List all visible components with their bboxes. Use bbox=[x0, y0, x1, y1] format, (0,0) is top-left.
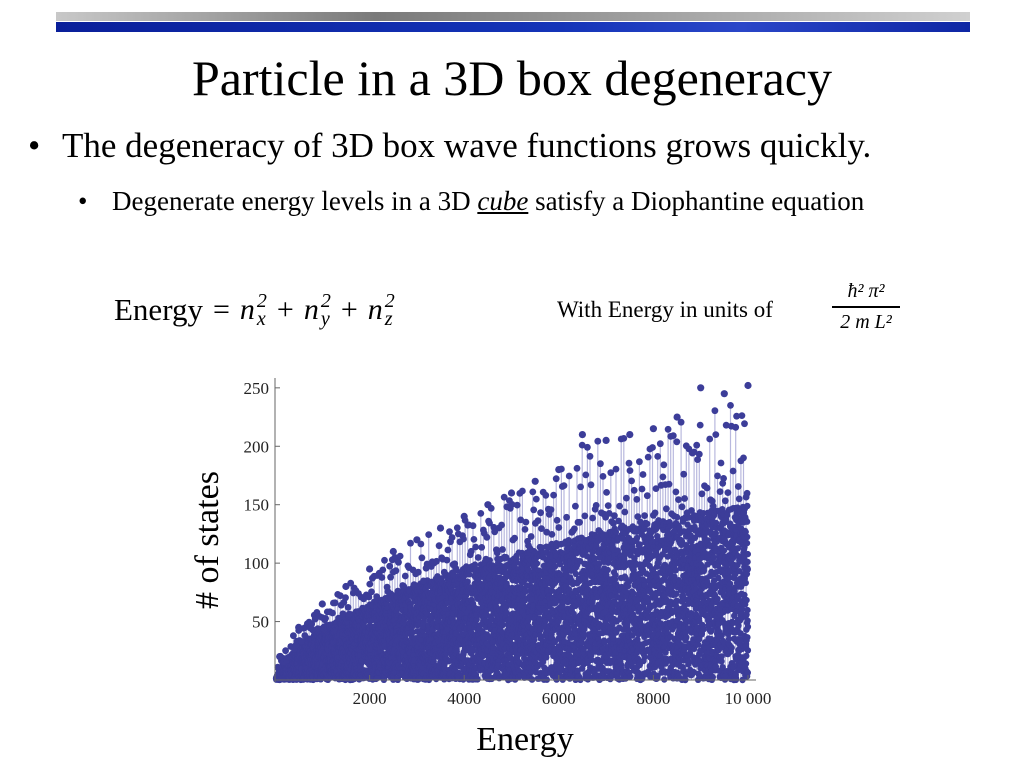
data-point bbox=[490, 644, 497, 651]
formula-sub-x: x bbox=[256, 308, 266, 330]
units-numerator: ħ² π² bbox=[847, 280, 885, 302]
units-denominator: 2 m L² bbox=[840, 310, 892, 333]
slide-title: Particle in a 3D box degeneracy bbox=[191, 50, 832, 106]
data-point bbox=[499, 621, 506, 629]
bullet-level2-text: Degenerate energy levels in a 3D cube sa… bbox=[112, 182, 952, 220]
data-point bbox=[533, 560, 541, 567]
formula-term-y: n bbox=[303, 293, 319, 326]
formula-sub-z: z bbox=[384, 308, 393, 330]
formula-term-x: n bbox=[239, 293, 255, 326]
units-fraction: ħ² π² 2 m L² bbox=[830, 280, 902, 334]
formula-sub-y: y bbox=[320, 308, 330, 330]
bullet-level1-text: The degeneracy of 3D box wave functions … bbox=[62, 126, 872, 165]
formula-sup-y: 2 bbox=[320, 290, 331, 312]
formula-plus: + bbox=[276, 293, 294, 326]
bullet-level2-after: satisfy a Diophantine equation bbox=[528, 186, 865, 216]
data-point bbox=[474, 676, 481, 683]
fraction-bar bbox=[832, 306, 900, 308]
units-label: With Energy in units of bbox=[557, 297, 773, 322]
data-point bbox=[604, 566, 611, 574]
header-gray-stripe bbox=[56, 12, 970, 21]
bullet-level1: • The degeneracy of 3D box wave function… bbox=[28, 124, 871, 168]
bullet-marker: • bbox=[28, 126, 41, 165]
bullet-level2-before: Degenerate energy levels in a 3D bbox=[112, 186, 478, 216]
header-blue-stripe bbox=[56, 22, 970, 32]
formula-sup-z: 2 bbox=[384, 290, 395, 312]
formula-lhs: Energy bbox=[114, 292, 203, 327]
formula-plus: + bbox=[340, 293, 358, 326]
bullet-level2: • Degenerate energy levels in a 3D cube … bbox=[78, 182, 978, 220]
formula-term-z: n bbox=[367, 293, 383, 326]
data-point bbox=[528, 676, 536, 683]
scatter-points bbox=[272, 381, 752, 684]
bullet-level2-emphasis: cube bbox=[477, 186, 529, 216]
formula-sup-x: 2 bbox=[256, 290, 267, 312]
formula-equals: = bbox=[212, 293, 230, 326]
bullet-marker: • bbox=[78, 186, 88, 216]
